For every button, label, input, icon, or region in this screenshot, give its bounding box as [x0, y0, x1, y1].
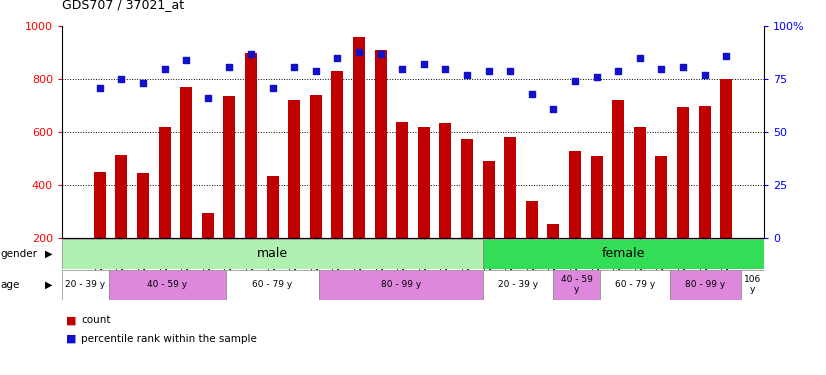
Bar [159, 127, 170, 238]
Point [525, 91, 539, 97]
Bar [504, 138, 516, 238]
Bar [418, 127, 430, 238]
Bar [548, 224, 559, 238]
Text: count: count [81, 315, 111, 325]
Point [287, 63, 301, 69]
Point [396, 66, 409, 72]
Bar [601, 270, 671, 300]
Bar [288, 100, 300, 238]
Point [719, 53, 733, 59]
Bar [310, 95, 322, 238]
Text: 60 - 79 y: 60 - 79 y [615, 280, 656, 289]
Point [655, 66, 668, 72]
Bar [720, 79, 732, 238]
Text: 106
y: 106 y [743, 275, 761, 294]
Point [482, 68, 496, 74]
Bar [396, 122, 408, 238]
Point [136, 81, 150, 87]
Point [93, 85, 107, 91]
Bar [741, 270, 764, 300]
Point [353, 49, 366, 55]
Text: age: age [1, 280, 20, 290]
Text: GDS707 / 37021_at: GDS707 / 37021_at [62, 0, 184, 11]
Bar [116, 155, 127, 238]
Point [568, 78, 582, 84]
Bar [591, 156, 602, 238]
Bar [671, 270, 741, 300]
Bar [94, 172, 106, 238]
Point [698, 72, 711, 78]
Bar [224, 96, 235, 238]
Point [611, 68, 624, 74]
Point [439, 66, 452, 72]
Text: 40 - 59 y: 40 - 59 y [147, 280, 188, 289]
Point [374, 51, 387, 57]
Point [676, 63, 690, 69]
Text: 80 - 99 y: 80 - 99 y [381, 280, 421, 289]
Bar [677, 107, 689, 238]
Bar [180, 87, 192, 238]
Point [547, 106, 560, 112]
Point [590, 74, 603, 80]
Bar [553, 270, 601, 300]
Point [158, 66, 171, 72]
Bar [331, 71, 344, 238]
Bar [202, 213, 214, 238]
Bar [62, 270, 109, 300]
Text: 40 - 59
y: 40 - 59 y [561, 275, 593, 294]
Point [266, 85, 279, 91]
Text: female: female [602, 248, 645, 260]
Text: 60 - 79 y: 60 - 79 y [253, 280, 292, 289]
Point [115, 76, 128, 82]
Bar [375, 50, 387, 238]
Text: percentile rank within the sample: percentile rank within the sample [81, 334, 257, 344]
Point [309, 68, 322, 74]
Point [244, 51, 258, 57]
Bar [320, 270, 483, 300]
Bar [245, 53, 257, 238]
Text: ▶: ▶ [45, 280, 52, 290]
Bar [634, 127, 646, 238]
Bar [699, 106, 710, 238]
Point [330, 55, 344, 61]
Bar [439, 123, 451, 238]
Point [179, 57, 192, 63]
Bar [353, 37, 365, 238]
Bar [656, 156, 667, 238]
Point [223, 63, 236, 69]
Bar [137, 173, 149, 238]
Bar [526, 201, 538, 238]
Bar [461, 139, 473, 238]
Text: ▶: ▶ [45, 249, 52, 259]
Text: ■: ■ [66, 315, 77, 325]
Bar [612, 100, 624, 238]
Text: male: male [257, 248, 288, 260]
Point [634, 55, 647, 61]
Text: 20 - 39 y: 20 - 39 y [498, 280, 539, 289]
Text: gender: gender [1, 249, 38, 259]
Point [460, 72, 473, 78]
Point [504, 68, 517, 74]
Text: 20 - 39 y: 20 - 39 y [65, 280, 106, 289]
Bar [483, 239, 764, 269]
Bar [482, 161, 495, 238]
Bar [62, 239, 483, 269]
Bar [569, 151, 581, 238]
Bar [109, 270, 225, 300]
Text: ■: ■ [66, 334, 77, 344]
Point [417, 62, 430, 68]
Bar [267, 176, 278, 238]
Bar [225, 270, 320, 300]
Bar [483, 270, 553, 300]
Text: 80 - 99 y: 80 - 99 y [686, 280, 726, 289]
Point [202, 95, 215, 101]
